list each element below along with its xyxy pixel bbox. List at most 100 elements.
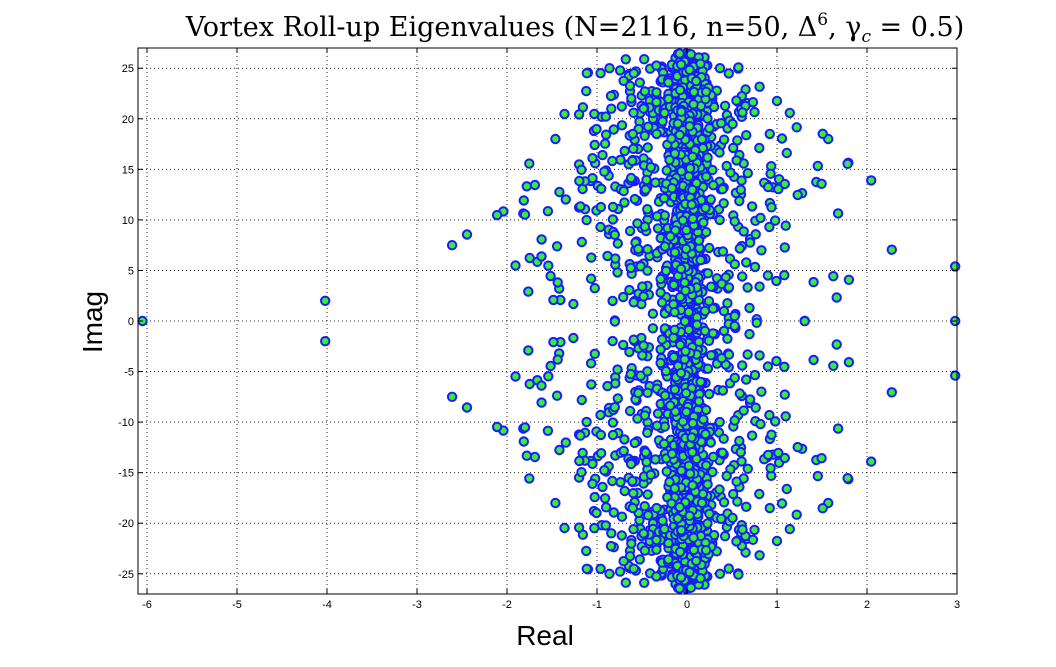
- eigenvalue-point: [747, 97, 759, 108]
- eigenvalue-point: [587, 478, 598, 489]
- eigenvalue-point: [568, 332, 579, 344]
- eigenvalue-point: [791, 122, 802, 133]
- eigenvalue-point: [548, 336, 559, 348]
- eigenvalue-point: [817, 503, 828, 514]
- eigenvalue-point: [628, 524, 639, 535]
- eigenvalue-point: [642, 244, 653, 255]
- eigenvalue-point: [680, 243, 692, 255]
- eigenvalue-point: [627, 502, 638, 514]
- eigenvalue-point: [629, 437, 640, 449]
- eigenvalue-point: [886, 244, 897, 255]
- eigenvalue-point: [524, 473, 535, 484]
- eigenvalue-point: [886, 387, 897, 398]
- eigenvalue-point: [695, 376, 706, 388]
- eigenvalue-point: [816, 453, 827, 464]
- eigenvalue-point: [676, 525, 687, 536]
- eigenvalue-point: [651, 211, 663, 222]
- eigenvalue-point: [595, 221, 606, 233]
- x-tick-label: -4: [322, 599, 332, 611]
- eigenvalue-point: [552, 277, 563, 288]
- eigenvalue-point: [708, 451, 719, 462]
- eigenvalue-point: [744, 328, 755, 340]
- y-tick-label: 0: [128, 316, 134, 328]
- eigenvalue-point: [632, 413, 643, 424]
- eigenvalue-point: [731, 155, 742, 166]
- eigenvalue-point: [645, 162, 656, 173]
- eigenvalue-point: [799, 316, 810, 327]
- eigenvalue-point: [607, 429, 619, 441]
- eigenvalue-point: [721, 160, 732, 172]
- eigenvalue-point: [792, 189, 803, 201]
- eigenvalue-point: [780, 411, 791, 422]
- eigenvalue-point: [704, 123, 715, 134]
- eigenvalue-point: [597, 481, 608, 493]
- eigenvalue-point: [685, 49, 697, 60]
- eigenvalue-point: [599, 465, 610, 476]
- eigenvalue-point: [695, 58, 706, 69]
- eigenvalue-point: [554, 444, 565, 456]
- eigenvalue-point: [589, 491, 600, 503]
- eigenvalue-point: [688, 99, 699, 110]
- eigenvalue-point: [542, 206, 554, 217]
- eigenvalue-point: [663, 93, 674, 105]
- eigenvalue-point: [754, 142, 765, 154]
- eigenvalue-point: [510, 371, 521, 382]
- eigenvalue-point: [643, 510, 654, 521]
- eigenvalue-point: [634, 554, 645, 565]
- eigenvalue-point: [638, 291, 649, 302]
- eigenvalue-point: [718, 497, 730, 508]
- eigenvalue-point: [719, 100, 731, 112]
- eigenvalue-point: [714, 147, 725, 158]
- eigenvalue-point: [461, 402, 473, 413]
- eigenvalue-point: [773, 183, 784, 195]
- eigenvalue-point: [595, 563, 606, 574]
- eigenvalue-point: [618, 339, 629, 351]
- eigenvalue-point: [624, 225, 636, 237]
- eigenvalue-point: [742, 349, 753, 360]
- eigenvalue-point: [602, 250, 613, 262]
- eigenvalue-point: [828, 360, 839, 371]
- eigenvalue-point: [618, 556, 629, 567]
- eigenvalue-point: [736, 175, 747, 186]
- eigenvalue-point: [645, 469, 656, 480]
- eigenvalue-point: [669, 247, 681, 258]
- eigenvalue-point: [638, 528, 649, 539]
- eigenvalue-point: [596, 448, 607, 459]
- x-tick-label: 0: [684, 599, 690, 611]
- eigenvalue-point: [545, 270, 556, 282]
- eigenvalue-point: [693, 235, 705, 246]
- eigenvalue-point: [717, 385, 729, 396]
- eigenvalue-point: [632, 218, 643, 229]
- eigenvalue-point: [779, 178, 790, 190]
- eigenvalue-point: [536, 234, 547, 245]
- eigenvalue-point: [607, 155, 618, 167]
- eigenvalue-point: [729, 415, 740, 426]
- eigenvalue-point: [446, 240, 458, 251]
- eigenvalue-point: [637, 350, 648, 361]
- eigenvalue-point: [703, 335, 715, 346]
- eigenvalue-point: [816, 178, 827, 190]
- eigenvalue-point: [615, 154, 626, 166]
- eigenvalue-point: [674, 129, 685, 141]
- eigenvalue-point: [524, 252, 535, 264]
- eigenvalue-point: [718, 433, 729, 444]
- eigenvalue-point: [684, 64, 695, 76]
- data-points: [137, 48, 961, 594]
- eigenvalue-point: [723, 349, 735, 360]
- eigenvalue-point: [640, 184, 651, 195]
- eigenvalue-point: [684, 567, 695, 578]
- eigenvalue-point: [750, 229, 761, 240]
- eigenvalue-point: [619, 434, 630, 445]
- eigenvalue-point: [717, 447, 728, 458]
- eigenvalue-point: [675, 263, 687, 275]
- eigenvalue-point: [529, 451, 541, 463]
- eigenvalue-point: [599, 138, 611, 149]
- eigenvalue-point: [542, 425, 554, 436]
- x-tick-label: -1: [592, 599, 602, 611]
- eigenvalue-point: [626, 538, 637, 549]
- eigenvalue-point: [647, 323, 659, 334]
- eigenvalue-point: [668, 351, 679, 363]
- eigenvalue-point: [679, 316, 691, 327]
- eigenvalue-point: [765, 463, 776, 474]
- eigenvalue-point: [559, 108, 570, 120]
